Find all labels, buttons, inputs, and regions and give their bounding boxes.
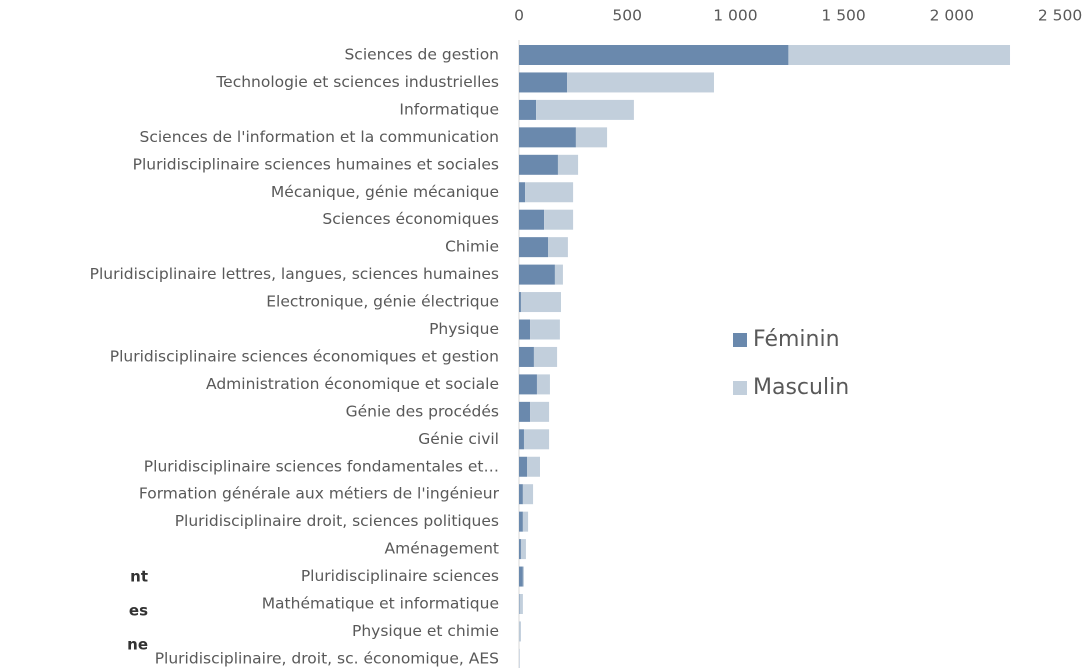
bar <box>788 45 1011 65</box>
y-tick-label: Sciences économiques <box>322 210 499 228</box>
bar <box>536 374 550 395</box>
bar <box>554 264 563 285</box>
bar <box>536 99 634 120</box>
bar <box>527 456 540 477</box>
y-tick-label: Administration économique et sociale <box>206 375 499 393</box>
x-tick-label: 500 <box>612 7 642 25</box>
y-tick-label: Génie civil <box>418 430 499 448</box>
bar <box>519 45 789 65</box>
y-tick-label: Informatique <box>399 100 499 118</box>
bar <box>519 154 558 175</box>
fragment-text: es <box>129 602 148 620</box>
y-tick-label: Pluridisciplinaire sciences économiques … <box>110 347 499 365</box>
bar <box>522 484 534 505</box>
legend-swatch <box>733 333 747 347</box>
bar <box>519 264 555 285</box>
x-tick-label: 2 000 <box>930 7 974 25</box>
legend-swatch <box>733 381 747 395</box>
y-tick-label: Technologie et sciences industrielles <box>215 73 499 91</box>
legend-label: Féminin <box>753 327 840 352</box>
bar <box>519 511 523 532</box>
bar <box>519 346 534 367</box>
bar <box>519 566 523 587</box>
bar <box>557 154 579 175</box>
bar <box>520 292 561 313</box>
legend-label: Masculin <box>753 375 849 400</box>
bar <box>519 401 531 422</box>
y-tick-label: Génie des procédés <box>346 402 499 420</box>
y-tick-label: Electronique, génie électrique <box>266 293 499 311</box>
bar <box>519 319 531 340</box>
bar <box>519 99 537 120</box>
bar <box>533 346 558 367</box>
y-tick-label: Pluridisciplinaire sciences <box>301 567 499 585</box>
y-tick-label: Formation générale aux métiers de l'ingé… <box>139 485 500 503</box>
bar <box>547 237 568 258</box>
bar <box>519 456 528 477</box>
y-tick-label: Pluridisciplinaire sciences fondamentale… <box>144 457 499 475</box>
y-tick-label: Aménagement <box>385 540 499 558</box>
bar <box>530 319 560 340</box>
y-tick-label: Pluridisciplinaire, droit, sc. économiqu… <box>155 649 499 667</box>
bar <box>519 621 521 642</box>
bar <box>519 237 548 258</box>
y-tick-label: Mathématique et informatique <box>262 595 499 613</box>
bar <box>519 484 523 505</box>
bar <box>522 566 524 587</box>
y-tick-label: Chimie <box>445 238 499 256</box>
fragment-text: ne <box>127 636 148 654</box>
bar <box>519 182 526 203</box>
bar <box>519 292 521 313</box>
y-tick-label: Physique <box>429 320 499 338</box>
bar <box>567 72 714 93</box>
bar <box>519 429 524 450</box>
y-tick-label: Sciences de gestion <box>344 46 499 64</box>
y-tick-label: Mécanique, génie mécanique <box>271 183 499 201</box>
bar <box>519 539 521 560</box>
bar <box>519 374 537 395</box>
bar <box>519 72 568 93</box>
bar <box>530 401 550 422</box>
x-tick-label: 1 000 <box>713 7 757 25</box>
y-tick-label: Pluridisciplinaire lettres, langues, sci… <box>90 265 499 283</box>
bar <box>523 429 550 450</box>
bar <box>525 182 574 203</box>
bar <box>519 209 545 230</box>
bar <box>522 511 529 532</box>
bar <box>520 539 526 560</box>
x-tick-label: 1 500 <box>821 7 865 25</box>
bar <box>519 594 523 614</box>
fragment-text: nt <box>130 568 148 586</box>
y-tick-label: Sciences de l'information et la communic… <box>140 128 499 146</box>
bar <box>575 127 608 148</box>
bar <box>519 127 576 148</box>
x-tick-label: 0 <box>514 7 524 25</box>
bar <box>544 209 574 230</box>
y-tick-label: Pluridisciplinaire droit, sciences polit… <box>175 512 499 530</box>
y-tick-label: Pluridisciplinaire sciences humaines et … <box>133 155 499 173</box>
y-tick-label: Physique et chimie <box>352 622 499 640</box>
x-tick-label: 2 500 <box>1038 7 1082 25</box>
